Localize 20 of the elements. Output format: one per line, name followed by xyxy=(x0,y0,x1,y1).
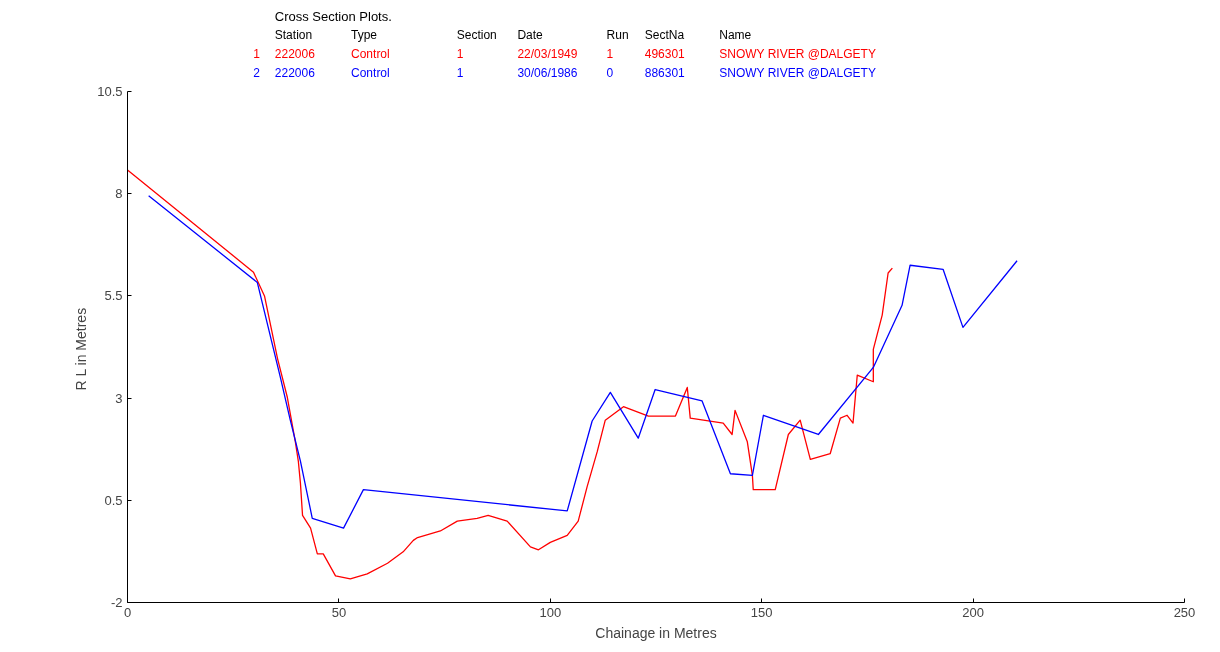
y-tick-label: 3 xyxy=(115,390,123,406)
x-tick-label: 50 xyxy=(331,604,347,620)
text: 1 222006 Control 1 22/03/1949 1 496301 SNOWY RIVER @DALGETY xyxy=(253,46,876,61)
y-axis-title: R L in Metres xyxy=(73,307,90,391)
chart-title: Cross Section Plots. xyxy=(274,9,392,24)
y-tick-label: 10.5 xyxy=(97,84,123,99)
y-tick-label: -2 xyxy=(110,595,123,610)
x-axis-title: Chainage in Metres xyxy=(595,624,717,641)
x-tick-label: 200 xyxy=(962,604,984,620)
x-tick-label: 150 xyxy=(750,604,773,620)
y-tick-label: 8 xyxy=(115,186,123,202)
x-tick-label: 0 xyxy=(123,604,132,620)
y-tick-label: 0.5 xyxy=(104,492,123,508)
text: 2 222006 Control 1 30/06/1986 0 886301 SNOWY RIVER @DALGETY xyxy=(253,65,876,80)
x-tick-label: 100 xyxy=(539,604,562,620)
line-series xyxy=(147,195,1018,529)
text: Station Type Section Date Run SectNa Name xyxy=(274,27,752,42)
y-tick-label: 5.5 xyxy=(104,288,123,304)
x-tick-label: 250 xyxy=(1173,604,1196,620)
line-series xyxy=(127,169,893,580)
